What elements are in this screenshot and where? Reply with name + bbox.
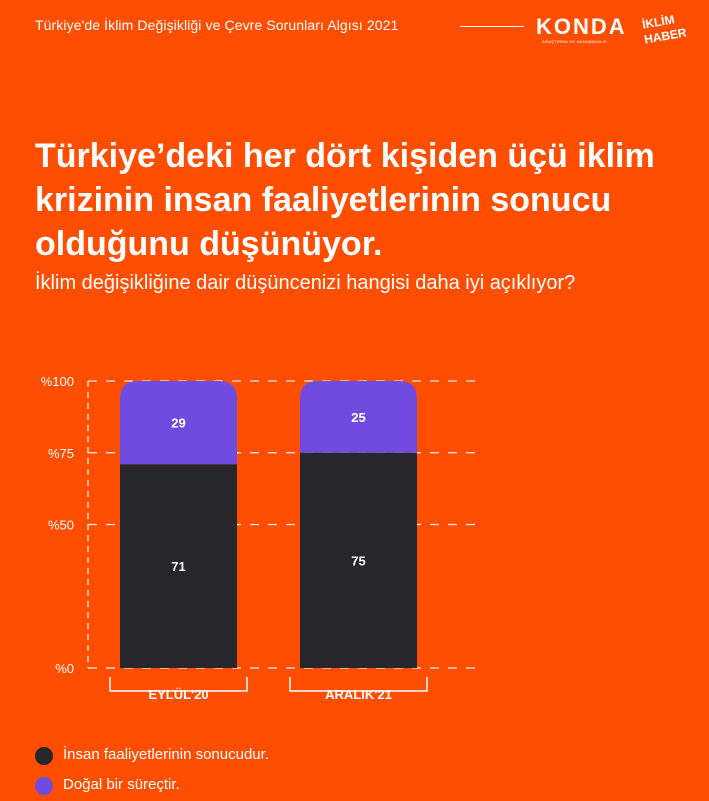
bar-segment: [120, 381, 237, 465]
konda-logo-text: KONDA: [536, 14, 627, 39]
report-title: Türkiye'de İklim Değişikliği ve Çevre So…: [35, 17, 399, 33]
legend-label-natural: Doğal bir süreçtir.: [63, 776, 180, 793]
legend-swatch-human: [35, 747, 53, 765]
category-bracket: [289, 677, 428, 692]
bar-segment: [120, 464, 237, 668]
y-tick-label: %0: [55, 661, 74, 676]
y-tick-label: %100: [41, 374, 74, 389]
category-bracket: [109, 677, 248, 692]
bar-segment: [300, 452, 417, 668]
data-label: 75: [351, 553, 365, 568]
data-label: 29: [171, 416, 185, 431]
konda-logo-subtext: ARAŞTIRMA VE DANIŞMANLIK: [542, 39, 607, 44]
y-tick-label: %75: [48, 446, 74, 461]
headline: Türkiye’deki her dört kişiden üçü iklim …: [35, 137, 655, 263]
bar-segment: [300, 381, 417, 453]
x-tick-label: EYLÜL'20: [148, 687, 208, 702]
x-tick-label: ARALIK'21: [325, 687, 392, 702]
header-bar: Türkiye'de İklim Değişikliği ve Çevre So…: [0, 0, 709, 60]
konda-logo: KONDA ARAŞTIRMA VE DANIŞMANLIK: [536, 14, 628, 48]
y-tick-label: %50: [48, 518, 74, 533]
legend-label-human: İnsan faaliyetlerinin sonucudur.: [63, 746, 269, 763]
header-divider: [460, 26, 524, 27]
data-label: 71: [171, 559, 185, 574]
survey-question: İklim değişikliğine dair düşüncenizi han…: [35, 272, 576, 294]
legend-swatch-natural: [35, 777, 53, 795]
data-label: 25: [351, 410, 365, 425]
